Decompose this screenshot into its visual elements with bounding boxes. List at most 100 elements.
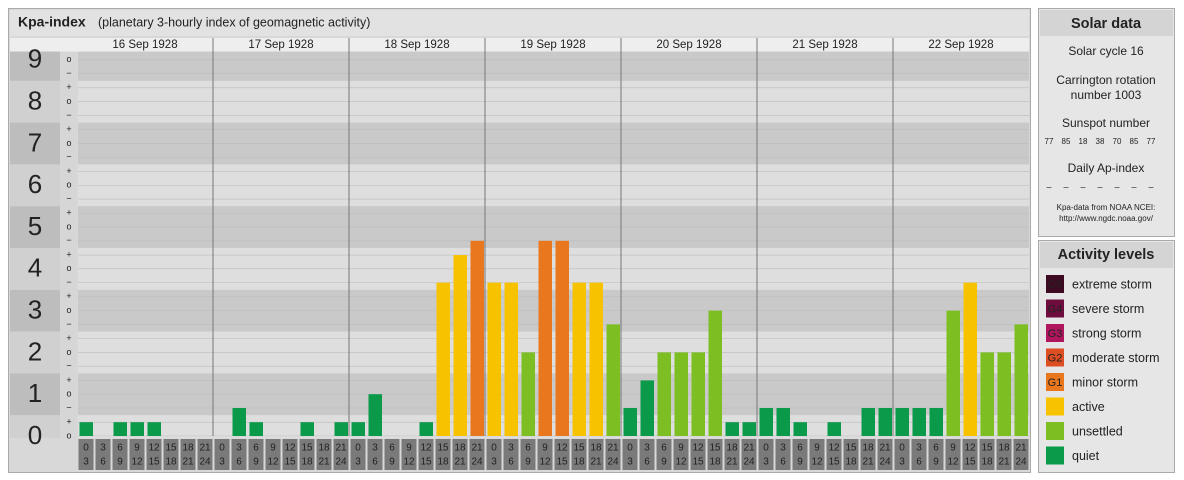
sunspot-number: 70	[1113, 137, 1122, 146]
kp-bar	[419, 422, 433, 436]
y-minor-label: +	[66, 375, 71, 385]
level-label: severe storm	[1072, 302, 1144, 316]
y-tick-label: 7	[28, 127, 42, 157]
kp-bar	[946, 310, 960, 436]
hour-box	[1013, 439, 1029, 470]
y-tick-label: 1	[28, 378, 42, 408]
x-tick-label: 9	[678, 443, 684, 454]
hour-box	[996, 439, 1012, 470]
kp-bar	[589, 282, 603, 436]
kp-bar	[130, 422, 144, 436]
ap-index: –	[1114, 181, 1119, 191]
x-tick-label: 21	[318, 457, 330, 468]
x-tick-label: 9	[950, 443, 956, 454]
kp-bar	[827, 422, 841, 436]
y-band	[10, 373, 60, 416]
x-tick-label: 12	[675, 457, 687, 468]
level-badge: G4	[1048, 303, 1063, 315]
y-tick-label: 5	[28, 211, 42, 241]
x-tick-label: 15	[573, 443, 585, 454]
level-swatch	[1046, 422, 1064, 440]
y-minor-label: +	[66, 249, 71, 259]
kp-bar	[79, 422, 93, 436]
x-tick-label: 24	[607, 457, 619, 468]
level-swatch	[1046, 348, 1064, 367]
hour-box	[724, 439, 740, 470]
x-tick-label: 18	[454, 443, 466, 454]
x-tick-label: 15	[165, 443, 177, 454]
hour-box	[843, 439, 859, 470]
hour-box	[418, 439, 434, 470]
y-minor-label: o	[66, 221, 71, 231]
hour-box	[112, 439, 128, 470]
day-label: 17 Sep 1928	[248, 39, 313, 51]
hour-box	[214, 439, 230, 470]
x-tick-label: 18	[182, 443, 194, 454]
hour-box	[605, 439, 621, 470]
hour-box	[78, 439, 94, 470]
x-tick-label: 6	[117, 443, 123, 454]
kp-bar	[249, 422, 263, 436]
level-label: extreme storm	[1072, 277, 1152, 291]
x-tick-label: 6	[797, 443, 803, 454]
carrington-line: number 1003	[1071, 88, 1142, 102]
y-minor-label: +	[66, 333, 71, 343]
kp-bar	[232, 407, 246, 436]
y-minor-label: +	[66, 166, 71, 176]
y-band	[10, 206, 60, 248]
solar-header	[1040, 10, 1173, 36]
ap-index: –	[1131, 181, 1136, 191]
y-tick-label: 8	[28, 86, 42, 116]
x-tick-label: 18	[709, 457, 721, 468]
x-tick-label: 21	[726, 457, 738, 468]
kp-bar	[1014, 324, 1028, 436]
x-tick-label: 18	[437, 457, 449, 468]
kp-bar	[470, 240, 484, 436]
y-tick-label: 9	[28, 44, 42, 74]
y-minor-label: −	[66, 319, 71, 329]
x-tick-label: 12	[964, 443, 976, 454]
x-tick-label: 9	[814, 443, 820, 454]
x-tick-label: 0	[899, 443, 905, 454]
hour-box	[384, 439, 400, 470]
x-tick-label: 12	[148, 443, 160, 454]
kp-bar	[912, 407, 926, 436]
y-minor-label: −	[66, 235, 71, 245]
level-swatch	[1046, 446, 1064, 465]
x-tick-label: 21	[335, 443, 347, 454]
level-swatch	[1046, 275, 1064, 293]
x-tick-label: 9	[134, 443, 140, 454]
y-band	[10, 51, 60, 81]
ap-index: –	[1097, 181, 1102, 191]
x-tick-label: 6	[236, 457, 242, 468]
x-tick-label: 12	[811, 457, 823, 468]
kp-bar	[929, 407, 943, 436]
plot-band	[78, 415, 1029, 438]
sunspot-number: 18	[1079, 137, 1088, 146]
y-minor-label: o	[66, 54, 71, 64]
x-tick-label: 24	[879, 457, 891, 468]
hour-box	[962, 439, 978, 470]
kp-bar	[351, 422, 365, 436]
hour-box	[639, 439, 655, 470]
x-tick-label: 3	[100, 443, 106, 454]
y-minor-label: −	[66, 361, 71, 371]
x-tick-label: 6	[372, 457, 378, 468]
x-tick-label: 12	[539, 457, 551, 468]
x-tick-label: 6	[525, 443, 531, 454]
x-tick-label: 12	[131, 457, 143, 468]
kp-bar	[504, 282, 518, 436]
x-tick-label: 0	[355, 443, 361, 454]
sunspot-number: 77	[1147, 137, 1156, 146]
x-tick-label: 18	[726, 443, 738, 454]
x-tick-label: 15	[148, 457, 160, 468]
y-band	[10, 331, 60, 374]
hour-box	[894, 439, 910, 470]
level-badge: G3	[1048, 328, 1063, 340]
x-tick-label: 21	[998, 457, 1010, 468]
level-badge: G5	[1048, 279, 1063, 291]
activity-header	[1040, 242, 1173, 268]
x-tick-label: 24	[471, 457, 483, 468]
sunspot-number: 85	[1130, 137, 1139, 146]
kp-bar	[776, 407, 790, 436]
